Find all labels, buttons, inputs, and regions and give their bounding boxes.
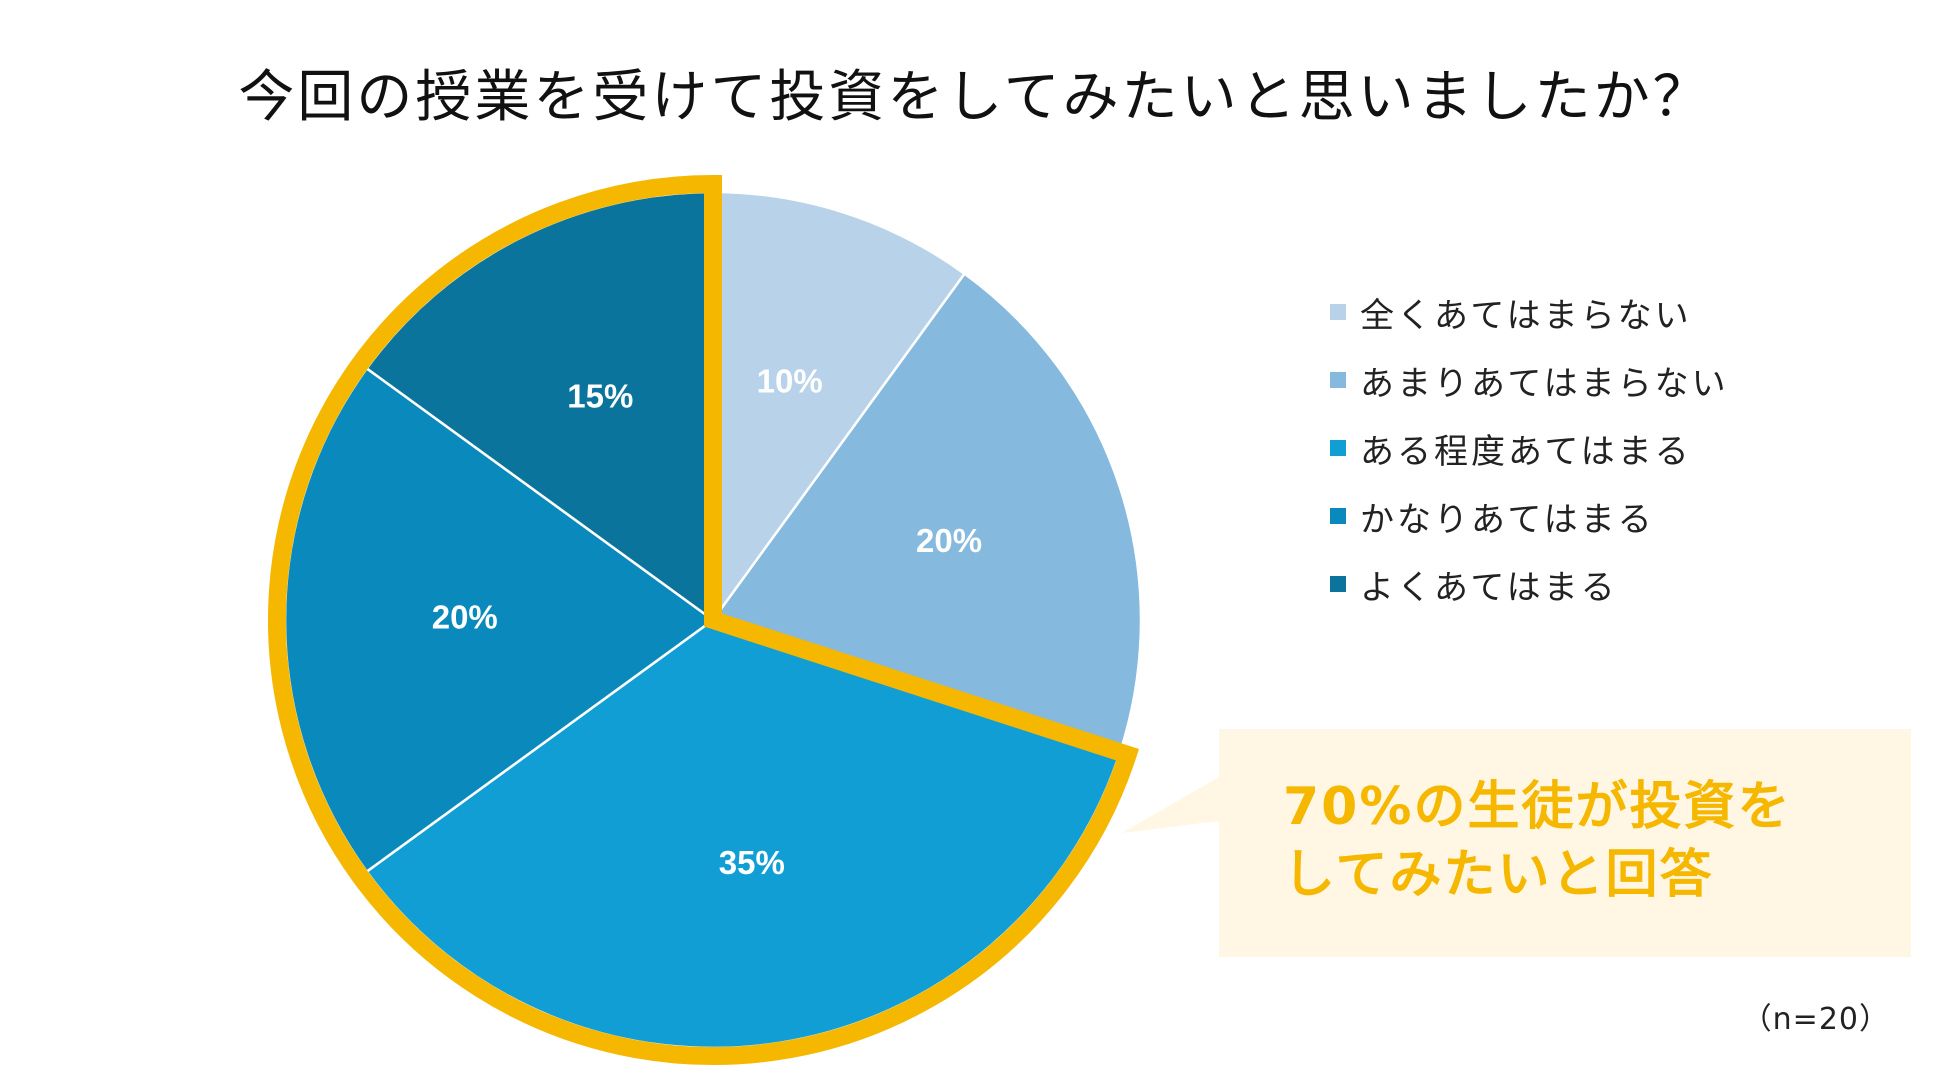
legend-label: よくあてはまる <box>1360 567 1618 608</box>
legend-item: 全くあてはまらない <box>1330 278 1729 346</box>
legend-swatch <box>1330 508 1346 524</box>
highlight-outline <box>268 174 1140 1065</box>
legend: 全くあてはまらない あまりあてはまらない ある程度あてはまる かなりあてはまる … <box>1330 278 1729 618</box>
legend-swatch <box>1330 372 1346 388</box>
legend-label: かなりあてはまる <box>1360 499 1655 540</box>
data-label: 20% <box>916 522 982 559</box>
legend-item: かなりあてはまる <box>1330 482 1729 550</box>
callout-box: 70%の生徒が投資を してみたいと回答 <box>1219 729 1911 957</box>
legend-swatch <box>1330 576 1346 592</box>
chart-title: 今回の授業を受けて投資をしてみたいと思いましたか？ <box>238 65 1712 130</box>
data-label: 10% <box>757 363 823 400</box>
callout-line-1: 70%の生徒が投資を <box>1283 777 1792 837</box>
legend-swatch <box>1330 304 1346 320</box>
pie-slice <box>710 271 1143 754</box>
data-label: 15% <box>567 378 633 415</box>
sample-size-note: （n=20） <box>1741 1002 1890 1037</box>
pie-slice <box>711 190 967 624</box>
data-label: 35% <box>719 844 785 881</box>
legend-item: よくあてはまる <box>1330 550 1729 618</box>
legend-label: 全くあてはまらない <box>1360 295 1692 336</box>
callout-text: 70%の生徒が投資を してみたいと回答 <box>1283 773 1911 909</box>
data-label: 20% <box>432 599 498 636</box>
legend-item: ある程度あてはまる <box>1330 414 1729 482</box>
legend-item: あまりあてはまらない <box>1330 346 1729 414</box>
callout-line-2: してみたいと回答 <box>1283 845 1714 905</box>
legend-label: あまりあてはまらない <box>1360 363 1729 404</box>
legend-label: ある程度あてはまる <box>1360 431 1692 472</box>
legend-swatch <box>1330 440 1346 456</box>
